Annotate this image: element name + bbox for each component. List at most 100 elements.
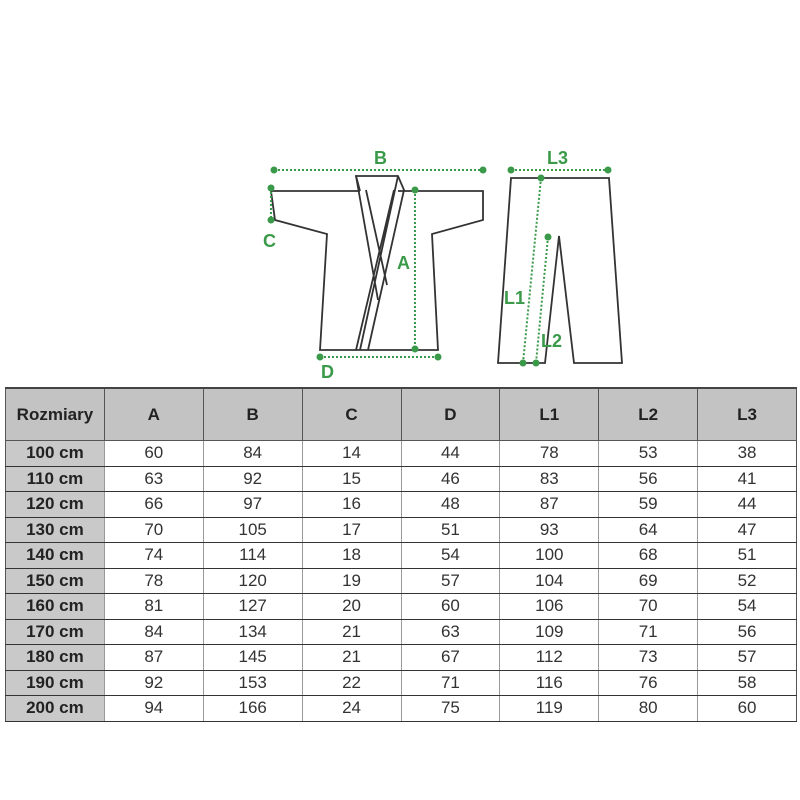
measurement-cell: 24 bbox=[301, 695, 401, 722]
measurement-cell: 44 bbox=[400, 440, 500, 467]
column-header: Rozmiary bbox=[5, 387, 105, 441]
measurement-cell: 114 bbox=[202, 542, 303, 569]
measurement-cell: 74 bbox=[103, 542, 204, 569]
size-cell: 150 cm bbox=[5, 568, 105, 594]
measurement-cell: 17 bbox=[301, 517, 401, 543]
table-row: 170 cm 84 134 21 63 109 71 56 bbox=[5, 619, 797, 645]
measure-dots bbox=[267, 166, 612, 367]
measurement-cell: 109 bbox=[499, 619, 599, 645]
measurement-cell: 71 bbox=[400, 670, 500, 696]
measurement-cell: 92 bbox=[202, 466, 303, 492]
column-header: L1 bbox=[499, 387, 600, 441]
measurement-cell: 78 bbox=[499, 440, 599, 467]
size-cell: 140 cm bbox=[5, 542, 105, 569]
column-header: A bbox=[103, 387, 204, 441]
measurement-cell: 84 bbox=[103, 619, 204, 645]
measurement-cell: 134 bbox=[202, 619, 303, 645]
table-row: 110 cm 63 92 15 46 83 56 41 bbox=[5, 466, 797, 492]
column-header: C bbox=[301, 387, 402, 441]
measurement-cell: 46 bbox=[400, 466, 500, 492]
size-table: Rozmiary A B C D L1 L2 L3 100 cm 60 84 14 44 78 53 38 1… bbox=[5, 387, 797, 722]
measurement-cell: 51 bbox=[697, 542, 797, 569]
measurement-cell: 145 bbox=[202, 644, 303, 671]
table-row: 160 cm 81 127 20 60 106 70 54 bbox=[5, 593, 797, 620]
table-row: 200 cm 94 166 24 75 119 80 60 bbox=[5, 695, 797, 722]
measurement-cell: 84 bbox=[202, 440, 303, 467]
measurement-cell: 116 bbox=[499, 670, 599, 696]
label-b: B bbox=[374, 148, 387, 168]
measurement-cell: 100 bbox=[499, 542, 599, 569]
measurement-cell: 58 bbox=[697, 670, 797, 696]
measurement-cell: 18 bbox=[301, 542, 401, 569]
measurement-cell: 15 bbox=[301, 466, 401, 492]
size-cell: 100 cm bbox=[5, 440, 105, 467]
measurement-cell: 56 bbox=[697, 619, 797, 645]
measurement-cell: 80 bbox=[598, 695, 698, 722]
measure-lines bbox=[270, 169, 608, 364]
measurement-cell: 127 bbox=[202, 593, 303, 620]
size-cell: 200 cm bbox=[5, 695, 105, 722]
measurement-cell: 44 bbox=[697, 491, 797, 518]
size-cell: 160 cm bbox=[5, 593, 105, 620]
table-row: 120 cm 66 97 16 48 87 59 44 bbox=[5, 491, 797, 518]
measurement-cell: 47 bbox=[697, 517, 797, 543]
label-c: C bbox=[263, 231, 276, 251]
measurement-cell: 71 bbox=[598, 619, 698, 645]
measurement-cell: 60 bbox=[103, 440, 204, 467]
header-row: Rozmiary A B C D L1 L2 L3 bbox=[5, 387, 797, 441]
measurement-cell: 105 bbox=[202, 517, 303, 543]
measurement-cell: 67 bbox=[400, 644, 500, 671]
measurement-cell: 60 bbox=[400, 593, 500, 620]
label-d: D bbox=[321, 362, 334, 382]
measurement-cell: 64 bbox=[598, 517, 698, 543]
measurement-cell: 87 bbox=[103, 644, 204, 671]
measurement-cell: 54 bbox=[697, 593, 797, 620]
measurement-cell: 120 bbox=[202, 568, 303, 594]
measurement-cell: 94 bbox=[103, 695, 204, 722]
measurement-cell: 51 bbox=[400, 517, 500, 543]
size-cell: 190 cm bbox=[5, 670, 105, 696]
measurement-cell: 41 bbox=[697, 466, 797, 492]
measurement-cell: 97 bbox=[202, 491, 303, 518]
measurement-cell: 78 bbox=[103, 568, 204, 594]
table-row: 130 cm 70 105 17 51 93 64 47 bbox=[5, 517, 797, 543]
column-header: B bbox=[202, 387, 303, 441]
column-header: L2 bbox=[598, 387, 699, 441]
size-cell: 110 cm bbox=[5, 466, 105, 492]
measurement-cell: 69 bbox=[598, 568, 698, 594]
jacket-outline bbox=[270, 175, 484, 351]
measurement-cell: 119 bbox=[499, 695, 599, 722]
measurement-cell: 166 bbox=[202, 695, 303, 722]
measurement-cell: 93 bbox=[499, 517, 599, 543]
measurement-cell: 73 bbox=[598, 644, 698, 671]
measurement-cell: 92 bbox=[103, 670, 204, 696]
measurement-cell: 52 bbox=[697, 568, 797, 594]
measurement-cell: 16 bbox=[301, 491, 401, 518]
size-cell: 170 cm bbox=[5, 619, 105, 645]
measurement-cell: 66 bbox=[103, 491, 204, 518]
table-row: 150 cm 78 120 19 57 104 69 52 bbox=[5, 568, 797, 594]
measurement-cell: 87 bbox=[499, 491, 599, 518]
measurement-cell: 106 bbox=[499, 593, 599, 620]
table-row: 100 cm 60 84 14 44 78 53 38 bbox=[5, 440, 797, 467]
column-header: L3 bbox=[697, 387, 797, 441]
measurement-cell: 48 bbox=[400, 491, 500, 518]
column-header: D bbox=[400, 387, 501, 441]
measurement-cell: 68 bbox=[598, 542, 698, 569]
measurement-cell: 75 bbox=[400, 695, 500, 722]
measurement-cell: 53 bbox=[598, 440, 698, 467]
measurement-cell: 63 bbox=[103, 466, 204, 492]
size-cell: 120 cm bbox=[5, 491, 105, 518]
measurement-cell: 76 bbox=[598, 670, 698, 696]
measurement-cell: 21 bbox=[301, 644, 401, 671]
size-cell: 130 cm bbox=[5, 517, 105, 543]
measurement-cell: 22 bbox=[301, 670, 401, 696]
measurement-cell: 83 bbox=[499, 466, 599, 492]
measurement-cell: 60 bbox=[697, 695, 797, 722]
pants-outline bbox=[497, 177, 623, 364]
measurement-cell: 153 bbox=[202, 670, 303, 696]
measurement-cell: 38 bbox=[697, 440, 797, 467]
measurement-cell: 20 bbox=[301, 593, 401, 620]
label-l3: L3 bbox=[547, 148, 568, 168]
garment-diagram: B C A D L3 L1 L2 bbox=[263, 148, 623, 382]
